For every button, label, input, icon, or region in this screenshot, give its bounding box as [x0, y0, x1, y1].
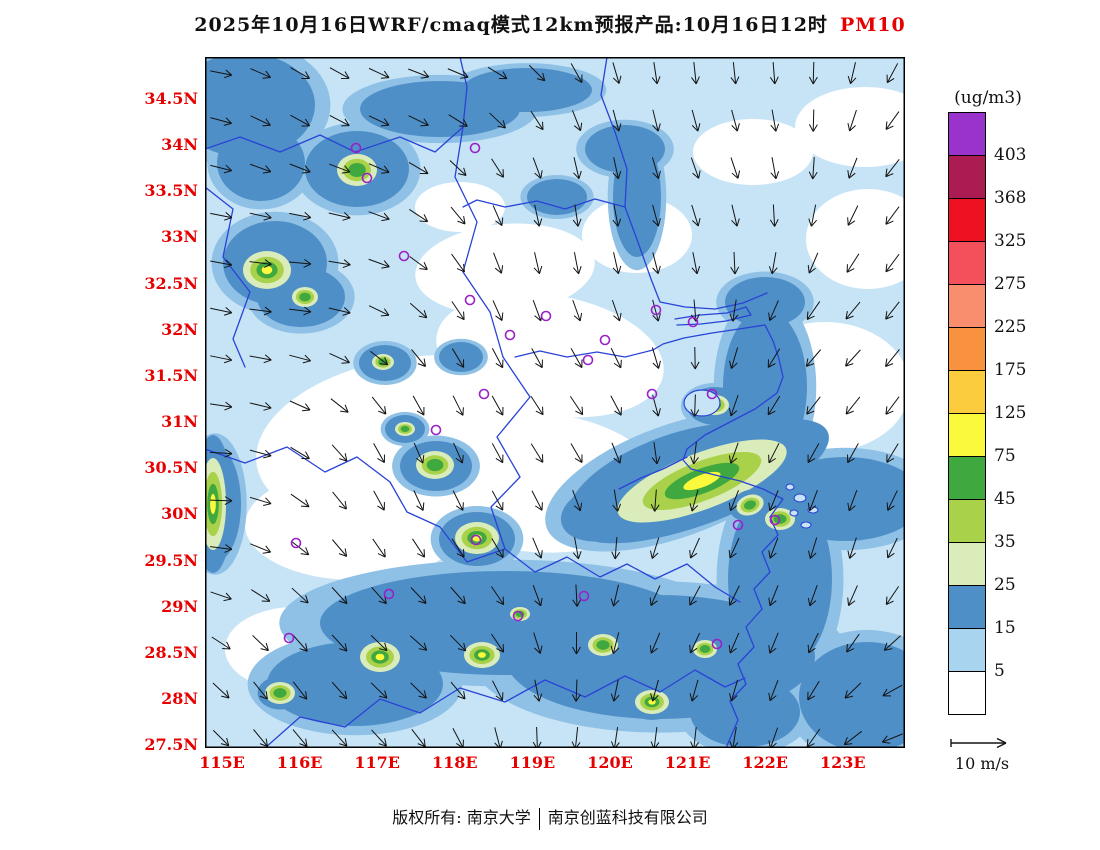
copyright-footer: 版权所有: 南京大学 南京创蓝科技有限公司	[0, 804, 1100, 830]
y-tick-label: 31N	[161, 412, 198, 432]
legend-level-label: 125	[994, 403, 1027, 423]
y-tick-label: 34N	[161, 135, 198, 155]
wind-reference-label: 10 m/s	[954, 754, 1010, 773]
legend-color-swatch	[948, 198, 986, 242]
y-tick-label: 32N	[161, 319, 198, 339]
legend-color-swatch	[948, 413, 986, 457]
title-species: PM10	[839, 14, 906, 36]
y-tick-label: 33.5N	[144, 181, 198, 201]
x-tick-label: 120E	[587, 753, 633, 772]
legend-level-label: 35	[994, 532, 1016, 552]
legend-color-swatch	[948, 628, 986, 672]
legend-level-label: 25	[994, 575, 1016, 595]
y-tick-label: 29.5N	[144, 550, 198, 570]
legend-level-label: 75	[994, 446, 1016, 466]
legend-level-label: 45	[994, 489, 1016, 509]
legend-color-swatch	[948, 284, 986, 328]
y-tick-label: 28N	[161, 688, 198, 708]
map-canvas	[205, 57, 905, 748]
legend-color-swatch	[948, 499, 986, 543]
legend-level-label: 175	[994, 360, 1027, 380]
x-tick-label: 119E	[509, 753, 556, 772]
y-tick-label: 34.5N	[144, 89, 198, 108]
footer-divider	[538, 807, 540, 830]
legend-level-label: 368	[994, 188, 1027, 208]
legend-color-swatch	[948, 112, 986, 156]
y-tick-label: 32.5N	[144, 273, 198, 293]
copyright-owner: 版权所有: 南京大学	[392, 808, 531, 827]
y-tick-label: 33N	[161, 227, 198, 247]
legend-units-label: (ug/m3)	[954, 88, 1022, 108]
legend-level-label: 15	[994, 618, 1016, 638]
legend-level-label: 275	[994, 274, 1027, 294]
x-tick-label: 118E	[432, 753, 478, 772]
page-title: 2025年10月16日WRF/cmaq模式12km预报产品:10月16日12时 P…	[0, 10, 1100, 37]
copyright-company: 南京创蓝科技有限公司	[547, 808, 708, 827]
y-tick-label: 28.5N	[144, 642, 198, 662]
legend-color-swatch	[948, 456, 986, 500]
legend-level-label: 325	[994, 231, 1027, 251]
x-tick-label: 117E	[354, 753, 400, 772]
pm10-field	[205, 57, 905, 748]
x-tick-label: 121E	[664, 753, 711, 772]
x-tick-label: 123E	[820, 753, 866, 772]
legend-color-swatch	[948, 585, 986, 629]
legend-color-swatch	[948, 370, 986, 414]
x-tick-label: 115E	[199, 753, 245, 772]
y-tick-label: 30.5N	[144, 458, 198, 478]
wind-vectors	[209, 61, 903, 748]
legend-color-swatch	[948, 327, 986, 371]
y-tick-label: 29N	[161, 596, 198, 616]
legend-color-swatch	[948, 542, 986, 586]
y-tick-label: 30N	[161, 504, 198, 524]
legend-level-label: 225	[994, 317, 1027, 337]
legend-color-swatch	[948, 155, 986, 199]
map-area	[205, 57, 905, 748]
legend-color-swatch	[948, 241, 986, 285]
y-tick-label: 27.5N	[144, 735, 198, 755]
y-tick-label: 31.5N	[144, 365, 198, 385]
x-tick-label: 116E	[276, 753, 323, 772]
legend-level-label: 5	[994, 661, 1005, 681]
legend-color-swatch	[948, 671, 986, 715]
wind-reference-arrow	[950, 737, 1007, 749]
legend-level-label: 403	[994, 145, 1027, 165]
province-boundaries	[205, 57, 819, 748]
station-markers	[283, 142, 781, 650]
title-main: 2025年10月16日WRF/cmaq模式12km预报产品:10月16日12时	[194, 14, 828, 36]
x-tick-label: 122E	[742, 753, 788, 772]
